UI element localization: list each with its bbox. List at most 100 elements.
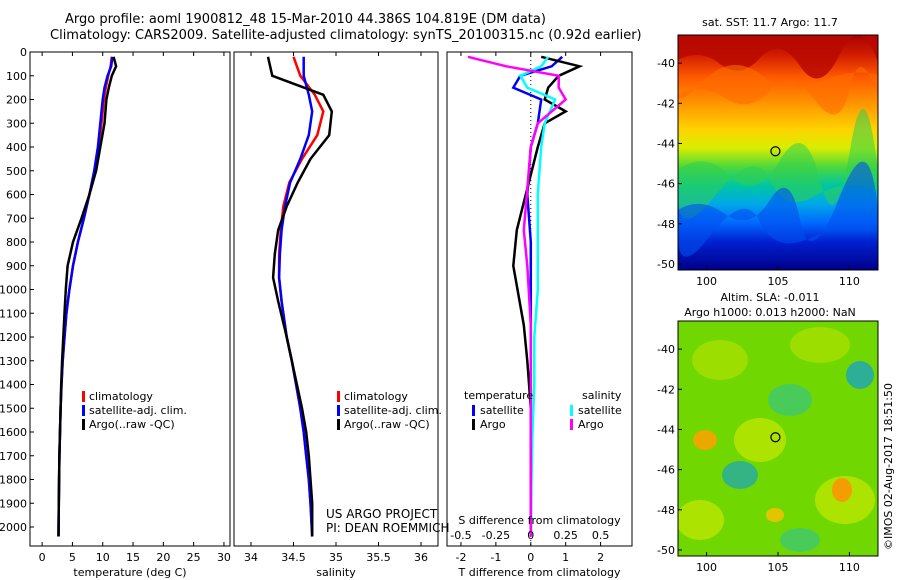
temperature-ytick-label: 400 [6,141,27,154]
temperature-ytick-label: 1700 [0,450,27,463]
temperature-ytick-label: 2000 [0,521,27,534]
sla-map-argo-marker [770,432,781,443]
sla-map: 100 105 110 -40 -42 -44 -46 -48 -50 Altim. SLA: … [657,291,879,574]
difference-legend-group-title: salinity [582,389,622,402]
sst-map-xtick-label: 110 [839,275,860,288]
temperature-legend-swatch [82,391,85,402]
salinity-legend-label: satellite-adj. clim. [344,404,442,417]
sla-map-image [678,321,878,556]
sla-map-title: Altim. SLA: -0.011 [720,291,819,304]
difference-xtick-label: 1 [562,551,569,564]
credits: US ARGO PROJECT PI: DEAN ROEMMICH [326,507,449,535]
sla-map-ytick-label: -42 [657,383,675,396]
sst-map-ytick-label: -46 [657,178,675,191]
sst-map-ytick-label: -40 [657,57,675,70]
temperature-xtick-label: 5 [69,551,76,564]
temperature-panel: 0 5 10 15 20 25 30 temperature (deg C) 0 100 200 30… [0,46,231,579]
temperature-ytick-label: 1600 [0,426,27,439]
difference-xtick-label: 2 [597,551,604,564]
difference-xtick-top-label: 0 [527,529,534,542]
temperature-xtick-label: 15 [126,551,140,564]
temperature-plot-frame [29,51,231,547]
credits-line2: PI: DEAN ROEMMICH [326,521,449,535]
temperature-ytick-label: 900 [6,260,27,273]
difference-plot-frame [446,51,633,547]
temperature-ytick-label: 1200 [0,331,27,344]
salinity-xtick-label: 36 [414,551,428,564]
difference-series-salinity-argo [467,55,568,537]
difference-legend-swatch [472,419,475,430]
temperature-ytick-label: 1500 [0,402,27,415]
timestamp-stamp: ©IMOS 02-Aug-2017 18:51:50 [882,383,895,550]
sst-map: 100 105 110 -40 -42 -44 -46 -48 -50 sat. SST: 11… [657,16,879,288]
salinity-plot-frame [233,51,439,547]
temperature-ytick-label: 100 [6,70,27,83]
sst-map-ytick-label: -44 [657,137,675,150]
temperature-ytick-label: 1800 [0,474,27,487]
header-line2: Climatology: CARS2009. Satellite-adjuste… [50,28,642,43]
difference-legend-label: satellite [480,404,524,417]
temperature-ytick-label: 0 [20,46,27,59]
temperature-ytick-label: 1000 [0,284,27,297]
temperature-xtick-label: 30 [217,551,231,564]
sst-map-ytick-label: -50 [657,258,675,271]
salinity-xtick-label: 35.5 [366,551,391,564]
temperature-xtick-label: 20 [156,551,170,564]
temperature-legend-swatch [82,405,85,416]
difference-series-salinity-satellite [518,56,557,537]
difference-xlabel-top: S difference from climatology [458,514,621,527]
sst-map-ytick-label: -42 [657,97,675,110]
salinity-legend-swatch [337,391,340,402]
sla-map-xtick-label: 110 [839,561,860,574]
header-line1: Argo profile: aoml 1900812_48 15-Mar-201… [65,12,546,27]
sla-map-ytick-label: -40 [657,343,675,356]
sla-map-subtitle: Argo h1000: 0.013 h2000: NaN [684,306,856,319]
salinity-xtick-label: 34 [244,551,258,564]
temperature-ytick-label: 1100 [0,307,27,320]
difference-legend-swatch [472,405,475,416]
salinity-xtick-label: 34.5 [281,551,306,564]
temperature-ytick-label: 600 [6,189,27,202]
temperature-ytick-label: 700 [6,212,27,225]
sst-map-image [678,35,878,270]
sla-map-ytick-label: -46 [657,464,675,477]
temperature-ytick-label: 1400 [0,379,27,392]
difference-xlabel: T difference from climatology [458,566,621,579]
sla-map-xtick-label: 105 [768,561,789,574]
sla-map-ytick-label: -50 [657,544,675,557]
salinity-xlabel: salinity [316,566,356,579]
credits-line1: US ARGO PROJECT [326,507,438,521]
temperature-xtick-label: 25 [187,551,201,564]
salinity-legend-label: climatology [344,390,408,403]
sst-map-title: sat. SST: 11.7 Argo: 11.7 [702,16,838,29]
temperature-ytick-label: 1900 [0,497,27,510]
difference-xtick-top-label: 0.5 [592,529,610,542]
difference-legend-label: satellite [578,404,622,417]
salinity-series-argo-raw-qc- [266,56,334,537]
salinity-series-satellite-adj-clim- [277,56,314,537]
temperature-legend-label: Argo(..raw -QC) [89,418,175,431]
temperature-legend-swatch [82,419,85,430]
salinity-legend-swatch [337,419,340,430]
temperature-ytick-label: 1300 [0,355,27,368]
sla-map-xtick-label: 100 [696,561,717,574]
difference-xtick-top-label: -0.5 [450,529,471,542]
temperature-ytick-label: 800 [6,236,27,249]
temperature-ytick-label: 500 [6,165,27,178]
difference-legend-label: Argo [578,418,604,431]
sst-map-ytick-label: -48 [657,218,675,231]
temperature-legend-label: satellite-adj. clim. [89,404,187,417]
difference-xtick-label: -1 [490,551,501,564]
salinity-panel: 34 34.5 35 35.5 36 salinity climatologysatelli… [233,51,442,579]
temperature-legend-label: climatology [89,390,153,403]
sla-map-ytick-label: -44 [657,423,675,436]
difference-legend-swatch [570,419,573,430]
salinity-legend-label: Argo(..raw -QC) [344,418,430,431]
sst-map-argo-marker [770,146,781,157]
difference-legend-group-title: temperature [464,389,533,402]
sla-map-ytick-label: -48 [657,504,675,517]
sst-map-xtick-label: 105 [768,275,789,288]
sst-map-xtick-label: 100 [696,275,717,288]
difference-panel: -2 -1 0 1 2 T difference from climatology temp… [446,51,633,579]
